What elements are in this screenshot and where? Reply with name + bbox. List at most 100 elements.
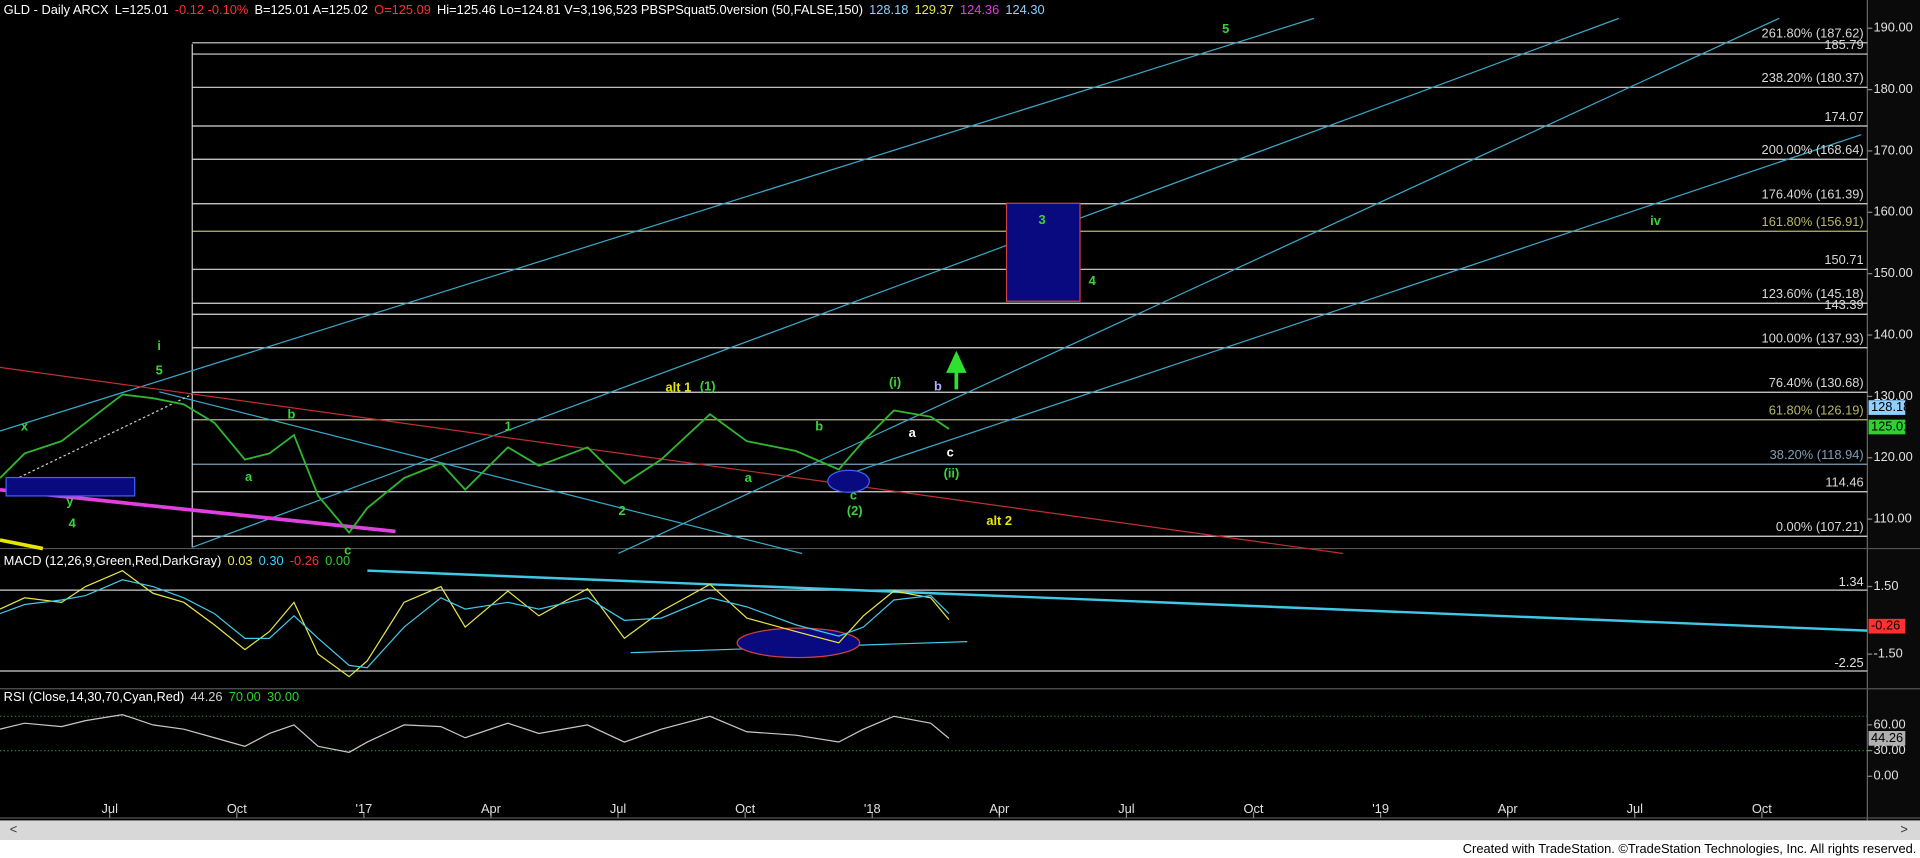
wave-label: 5 xyxy=(156,362,163,377)
level-label: 161.80% (156.91) xyxy=(1762,214,1864,229)
wave-label: a xyxy=(745,470,753,485)
level-label: 238.20% (180.37) xyxy=(1762,70,1864,85)
rsi-title: RSI (Close,14,30,70,Cyan,Red) 44.26 70.00 3… xyxy=(4,689,299,704)
x-tick-label: '19 xyxy=(1372,801,1389,816)
macd-ellipse xyxy=(736,627,861,659)
header-segment: Hi=125.46 Lo=124.81 V=3,196,523 PBSPSqua… xyxy=(437,2,863,17)
wave-label: a xyxy=(909,425,917,440)
channel-line xyxy=(192,17,1619,548)
x-tick-label: '18 xyxy=(864,801,881,816)
price-marker-label: 128.18 xyxy=(1871,399,1910,414)
x-tick-label: '17 xyxy=(356,801,373,816)
series-line xyxy=(0,570,950,678)
header-segment: B=125.01 A=125.02 xyxy=(254,2,368,17)
level-label: 176.40% (161.39) xyxy=(1762,187,1864,202)
wave-label: alt 2 xyxy=(986,513,1012,528)
x-tick-label: Oct xyxy=(1752,801,1772,816)
price-marker xyxy=(1868,618,1906,634)
y-tick-label: 0.00 xyxy=(1873,768,1898,783)
wave-label: 4 xyxy=(69,515,77,530)
target-box xyxy=(5,476,136,497)
x-tick-label: Jul xyxy=(610,801,626,816)
wave-label: b xyxy=(287,406,295,421)
level-label: 185.79 xyxy=(1824,37,1863,52)
series-line xyxy=(0,579,950,669)
x-tick-label: Apr xyxy=(1498,801,1519,816)
wave-label: alt 1 xyxy=(666,380,692,395)
header-segment: 44.26 xyxy=(190,689,222,704)
y-tick-label: -1.50 xyxy=(1873,646,1902,661)
wave-label: x xyxy=(21,419,29,434)
scroll-left[interactable]: < xyxy=(10,822,18,837)
price-marker-label: -0.26 xyxy=(1871,618,1900,633)
header-segment: -0.26 xyxy=(290,553,319,568)
level-label: 174.07 xyxy=(1824,109,1863,124)
wave-label: iv xyxy=(1650,213,1662,228)
header-segment: 128.18 xyxy=(869,2,908,17)
target-ellipse xyxy=(827,469,871,493)
y-tick-label: 30.00 xyxy=(1873,742,1905,757)
wave-label: b xyxy=(815,419,823,434)
wave-label: (i) xyxy=(889,375,901,390)
price-marker xyxy=(1868,400,1906,415)
level-label: 261.80% (187.62) xyxy=(1762,26,1864,41)
level-label: 150.71 xyxy=(1824,252,1863,267)
wave-label: i xyxy=(157,338,161,353)
x-tick-label: Oct xyxy=(735,801,755,816)
y-tick-label: 130.00 xyxy=(1873,388,1912,403)
x-tick-label: Jul xyxy=(1118,801,1134,816)
x-tick-label: Apr xyxy=(989,801,1010,816)
level-label: -2.25 xyxy=(1834,655,1863,670)
y-tick-label: 170.00 xyxy=(1873,142,1912,157)
footer: Created with TradeStation. ©TradeStation… xyxy=(1463,841,1917,856)
level-label: 143.39 xyxy=(1824,297,1863,312)
channel-line xyxy=(159,391,803,555)
y-tick-label: 60.00 xyxy=(1873,716,1905,731)
header-segment: RSI (Close,14,30,70,Cyan,Red) xyxy=(4,689,185,704)
trend-line xyxy=(0,366,1344,555)
header-segment: 124.36 xyxy=(960,2,999,17)
header-segment: 0.30 xyxy=(259,553,284,568)
y-tick-label: 1.50 xyxy=(1873,578,1898,593)
header-segment: L=125.01 xyxy=(115,2,169,17)
channel-line xyxy=(618,17,1780,555)
level-label: 100.00% (137.93) xyxy=(1762,331,1864,346)
x-tick-label: Jul xyxy=(102,801,118,816)
scrollbar[interactable] xyxy=(0,820,1920,840)
wave-label: 3 xyxy=(1038,212,1045,227)
wave-label: 2 xyxy=(618,503,625,518)
series-line xyxy=(0,713,950,753)
wave-label: b xyxy=(934,378,942,393)
price-marker xyxy=(1868,419,1906,435)
header: GLD - Daily ARCX L=125.01 -0.12 -0.10% B=12… xyxy=(4,2,1045,17)
level-label: 61.80% (126.19) xyxy=(1769,403,1864,418)
trend-line xyxy=(0,487,396,534)
up-arrow xyxy=(946,350,967,390)
y-tick-label: 150.00 xyxy=(1873,265,1912,280)
scroll-right[interactable]: > xyxy=(1900,822,1908,837)
level-label: 76.40% (130.68) xyxy=(1769,375,1864,390)
y-tick-label: 110.00 xyxy=(1873,511,1911,526)
grid xyxy=(0,27,1873,818)
dotted-line xyxy=(5,393,193,485)
price-marker-label: 125.01 xyxy=(1871,418,1910,433)
level-label: 200.00% (168.64) xyxy=(1762,142,1864,157)
y-tick-label: 160.00 xyxy=(1873,204,1912,219)
target-box xyxy=(1005,202,1081,302)
wave-label: (1) xyxy=(700,378,716,393)
header-segment: GLD - Daily ARCX xyxy=(4,2,109,17)
header-segment: 0.03 xyxy=(228,553,253,568)
level-label: 114.46 xyxy=(1825,475,1863,490)
header-segment: 0.00 xyxy=(325,553,350,568)
header-segment: O=125.09 xyxy=(374,2,431,17)
wave-label: c xyxy=(850,487,857,502)
y-tick-label: 140.00 xyxy=(1873,326,1912,341)
x-tick-label: Jul xyxy=(1627,801,1643,816)
wave-label: c xyxy=(947,444,954,459)
header-segment: -0.12 -0.10% xyxy=(175,2,249,17)
x-tick-label: Oct xyxy=(1244,801,1264,816)
x-tick-label: Apr xyxy=(481,801,502,816)
